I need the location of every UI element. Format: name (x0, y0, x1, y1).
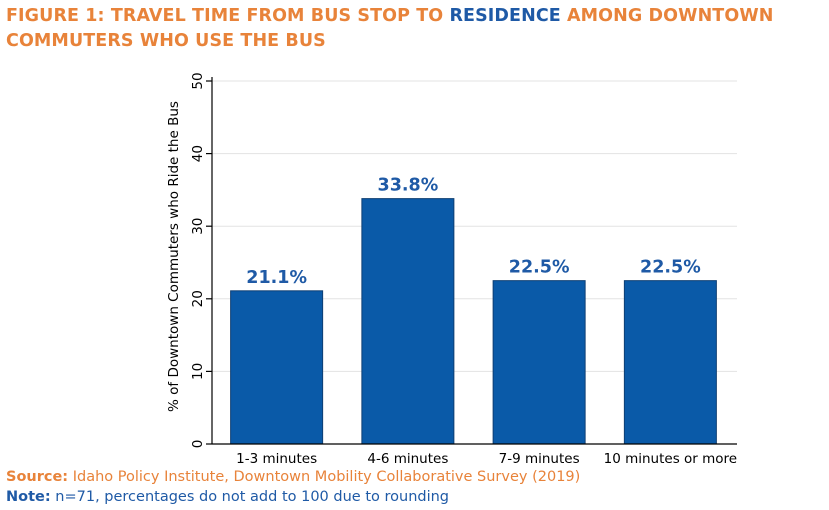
title-highlight: RESIDENCE (449, 6, 561, 26)
y-axis-label: % of Downtown Commuters who Ride the Bus (166, 101, 182, 412)
y-tick-label: 0 (190, 440, 206, 449)
chart-title: FIGURE 1: TRAVEL TIME FROM BUS STOP TO R… (6, 4, 826, 54)
note-line: Note: n=71, percentages do not add to 10… (6, 489, 449, 505)
y-tick-label: 30 (190, 218, 206, 235)
data-label: 33.8% (378, 176, 439, 196)
bar (623, 280, 717, 445)
bar (230, 290, 324, 445)
note-label: Note: (6, 489, 51, 505)
data-label: 21.1% (246, 268, 307, 288)
title-part-2: AMONG DOWNTOWN COMMUTERS WHO USE THE BUS (6, 6, 774, 51)
y-tick-label: 20 (190, 290, 206, 307)
x-tick-label: 1-3 minutes (236, 451, 317, 467)
source-line: Source: Idaho Policy Institute, Downtown… (6, 469, 580, 485)
data-label: 22.5% (640, 258, 701, 278)
source-label: Source: (6, 469, 69, 485)
x-tick-label: 7-9 minutes (499, 451, 580, 467)
y-tick-label: 50 (190, 72, 206, 89)
title-part-1: FIGURE 1: TRAVEL TIME FROM BUS STOP TO (6, 6, 450, 26)
y-tick-label: 10 (190, 363, 206, 380)
y-tick-label: 40 (190, 145, 206, 162)
source-text: Idaho Policy Institute, Downtown Mobilit… (68, 469, 581, 485)
bar (492, 280, 586, 445)
data-label: 22.5% (509, 258, 570, 278)
note-text: n=71, percentages do not add to 100 due … (50, 489, 450, 505)
bar (361, 198, 455, 445)
x-tick-label: 10 minutes or more (604, 451, 737, 467)
x-tick-label: 4-6 minutes (367, 451, 448, 467)
